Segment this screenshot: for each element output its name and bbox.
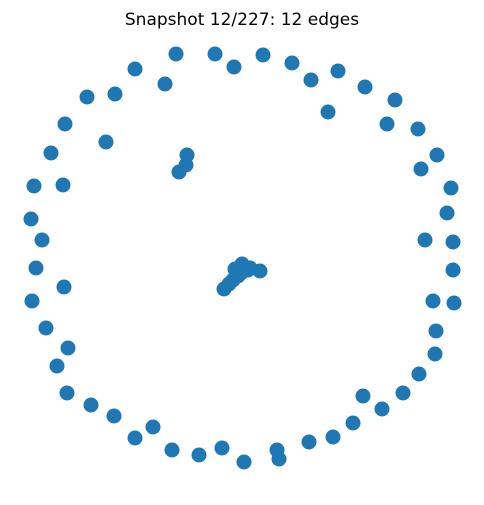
graph-node: [428, 323, 444, 339]
graph-node: [446, 295, 462, 311]
graph-node: [60, 340, 76, 356]
graph-node: [325, 429, 341, 445]
graph-node: [427, 346, 443, 362]
graph-node: [303, 72, 319, 88]
graph-node: [413, 161, 429, 177]
graph-node: [34, 232, 50, 248]
graph-node: [345, 415, 361, 431]
graph-node: [417, 232, 433, 248]
graph-node: [320, 104, 336, 120]
graph-node: [395, 385, 411, 401]
graph-node: [242, 260, 258, 276]
graph-node: [271, 451, 287, 467]
graph-node: [226, 59, 242, 75]
graph-node: [411, 366, 427, 382]
graph-node: [26, 178, 42, 194]
graph-node: [157, 76, 173, 92]
graph-node: [43, 145, 59, 161]
graph-node: [57, 116, 73, 132]
graph-node: [56, 279, 72, 295]
graph-node: [168, 46, 184, 62]
graph-node: [107, 86, 123, 102]
graph-node: [79, 89, 95, 105]
graph-node: [55, 177, 71, 193]
graph-node: [127, 61, 143, 77]
graph-node: [83, 397, 99, 413]
graph-node: [214, 440, 230, 456]
graph-node: [425, 293, 441, 309]
graph-node: [28, 260, 44, 276]
graph-node: [127, 430, 143, 446]
graph-node: [445, 262, 461, 278]
graph-node: [221, 276, 237, 292]
graph-node: [49, 358, 65, 374]
graph-node: [236, 454, 252, 470]
graph-node: [387, 92, 403, 108]
graph-node: [145, 419, 161, 435]
graph-node: [379, 116, 395, 132]
graph-node: [439, 205, 455, 221]
nodes-layer: [23, 46, 462, 470]
graph-node: [301, 434, 317, 450]
graph-node: [429, 147, 445, 163]
graph-node: [24, 293, 40, 309]
graph-node: [191, 447, 207, 463]
graph-node: [374, 401, 390, 417]
graph-node: [284, 55, 300, 71]
graph-node: [357, 79, 373, 95]
graph-node: [38, 320, 54, 336]
graph-node: [443, 180, 459, 196]
graph-node: [330, 63, 346, 79]
graph-title: Snapshot 12/227: 12 edges: [125, 10, 359, 30]
graph-node: [355, 388, 371, 404]
graph-node: [164, 442, 180, 458]
graph-node: [410, 121, 426, 137]
graph-node: [207, 46, 223, 62]
graph-node: [106, 408, 122, 424]
graph-node: [59, 385, 75, 401]
graph-node: [445, 234, 461, 250]
graph-node: [98, 134, 114, 150]
graph-node: [171, 164, 187, 180]
graph-node: [23, 211, 39, 227]
graph-node: [255, 47, 271, 63]
